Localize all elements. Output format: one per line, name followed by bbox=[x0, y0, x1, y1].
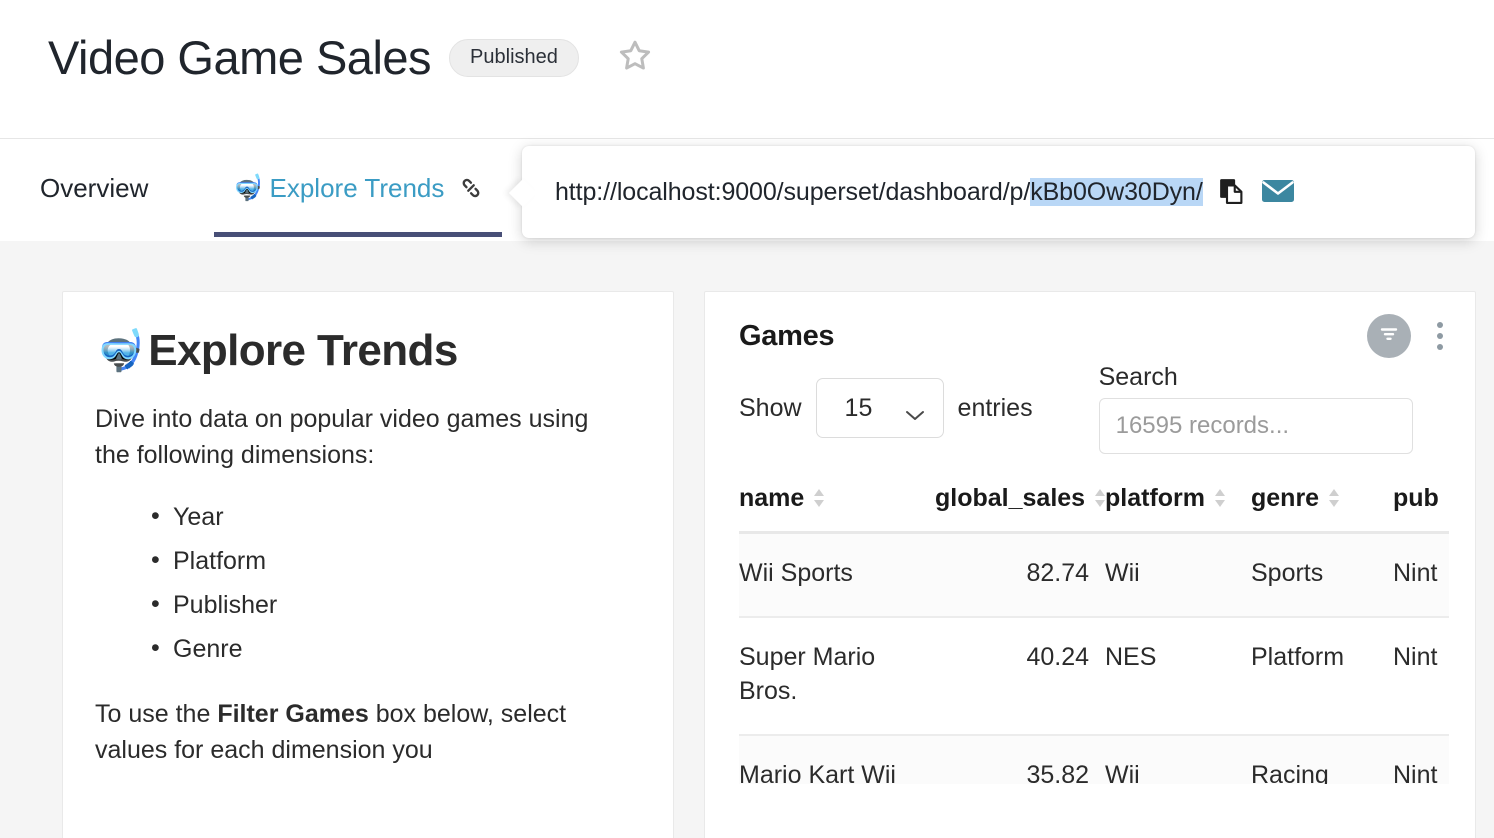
cell-platform: NES bbox=[1105, 616, 1251, 736]
list-item: Platform bbox=[95, 538, 639, 583]
cell-platform: Wii bbox=[1105, 734, 1251, 784]
copy-url-button[interactable] bbox=[1217, 176, 1247, 209]
dimension-list: Year Platform Publisher Genre bbox=[95, 494, 639, 671]
cell-genre: Racing bbox=[1251, 734, 1393, 784]
games-table-scroll[interactable]: name global_sales bbox=[739, 483, 1449, 784]
cell-platform: Wii bbox=[1105, 532, 1251, 618]
table-row[interactable]: Super Mario Bros. 40.24 NES Platform Nin… bbox=[739, 616, 1449, 736]
cell-global-sales: 40.24 bbox=[935, 616, 1105, 736]
cell-global-sales: 82.74 bbox=[935, 532, 1105, 618]
games-table: name global_sales bbox=[739, 483, 1449, 784]
share-url-prefix: http://localhost:9000/superset/dashboard… bbox=[555, 177, 1031, 206]
search-block: Search bbox=[1098, 363, 1413, 454]
entries-select[interactable]: 15 bbox=[815, 378, 944, 438]
title-row: Video Game Sales Published bbox=[48, 32, 657, 84]
column-header-publisher-label: pub bbox=[1393, 483, 1439, 512]
cell-genre: Sports bbox=[1251, 532, 1393, 618]
column-header-global-sales[interactable]: global_sales bbox=[935, 483, 1107, 534]
markdown-outro-bold: Filter Games bbox=[217, 700, 369, 729]
column-header-name-label: name bbox=[739, 483, 805, 512]
markdown-heading: 🤿 Explore Trends bbox=[95, 326, 639, 375]
page-title: Video Game Sales bbox=[48, 31, 432, 84]
sort-icon bbox=[812, 487, 826, 509]
card-header-actions bbox=[1367, 314, 1453, 358]
sort-icon bbox=[1213, 487, 1227, 509]
table-header-row: name global_sales bbox=[739, 483, 1449, 534]
cell-name: Super Mario Bros. bbox=[739, 616, 935, 736]
tab-overview[interactable]: Overview bbox=[22, 139, 166, 237]
share-url-selected: kBb0Ow30Dyn/ bbox=[1030, 177, 1203, 206]
markdown-card: 🤿 Explore Trends Dive into data on popul… bbox=[62, 291, 674, 838]
cell-name: Mario Kart Wii bbox=[739, 734, 935, 784]
cell-genre: Platform bbox=[1251, 616, 1393, 736]
share-url-text[interactable]: http://localhost:9000/superset/dashboard… bbox=[555, 177, 1203, 207]
table-row[interactable]: Wii Sports 82.74 Wii Sports Nint bbox=[739, 532, 1449, 618]
list-item: Year bbox=[95, 494, 639, 539]
list-item: Publisher bbox=[95, 582, 639, 627]
markdown-intro: Dive into data on popular video games us… bbox=[95, 405, 589, 469]
tab-explore-trends-label: Explore Trends bbox=[269, 172, 445, 203]
filter-indicator-button[interactable] bbox=[1367, 314, 1411, 358]
games-table-body: Wii Sports 82.74 Wii Sports Nint Super M… bbox=[739, 532, 1449, 784]
search-label: Search bbox=[1098, 363, 1178, 391]
games-table-card: Games Show bbox=[704, 291, 1476, 838]
copy-icon bbox=[1217, 176, 1247, 209]
column-header-genre-label: genre bbox=[1251, 483, 1320, 512]
dashboard-header: Video Game Sales Published bbox=[0, 0, 1494, 139]
cell-global-sales: 35.82 bbox=[935, 734, 1105, 784]
kebab-menu-icon[interactable] bbox=[1427, 314, 1453, 358]
diving-mask-icon: 🤿 bbox=[95, 329, 145, 374]
share-url-popover: http://localhost:9000/superset/dashboard… bbox=[522, 146, 1475, 238]
table-controls: Show 15 entries Search bbox=[705, 354, 1475, 454]
email-icon bbox=[1261, 177, 1295, 208]
markdown-outro: To use the Filter Games box below, selec… bbox=[95, 697, 625, 768]
star-outline-icon bbox=[616, 37, 654, 78]
cell-name: Wii Sports bbox=[739, 532, 935, 618]
tab-overview-label: Overview bbox=[40, 172, 149, 203]
status-badge: Published bbox=[449, 38, 579, 77]
diving-mask-icon: 🤿 bbox=[232, 173, 264, 202]
link-icon[interactable] bbox=[458, 175, 484, 201]
sort-icon bbox=[1327, 487, 1341, 509]
show-entries-control: Show 15 entries bbox=[739, 378, 1033, 438]
entries-label: entries bbox=[957, 393, 1033, 422]
search-input[interactable] bbox=[1098, 397, 1413, 454]
list-item: Genre bbox=[95, 626, 639, 671]
dashboard-body: 🤿 Explore Trends Dive into data on popul… bbox=[0, 241, 1494, 838]
games-card-header: Games bbox=[705, 292, 1475, 358]
tab-explore-trends[interactable]: 🤿 Explore Trends bbox=[214, 139, 503, 237]
entries-select-wrap: 15 bbox=[815, 378, 944, 438]
column-header-global-sales-label: global_sales bbox=[935, 483, 1086, 512]
cell-publisher: Nint bbox=[1393, 532, 1449, 618]
favorite-star-button[interactable] bbox=[613, 36, 657, 80]
filter-icon bbox=[1377, 322, 1401, 351]
column-header-publisher[interactable]: pub bbox=[1393, 483, 1449, 534]
markdown-outro-before: To use the bbox=[95, 700, 218, 729]
games-table-head: name global_sales bbox=[739, 483, 1449, 534]
column-header-genre[interactable]: genre bbox=[1251, 483, 1393, 534]
column-header-platform-label: platform bbox=[1105, 483, 1205, 512]
chart-title: Games bbox=[739, 320, 835, 352]
column-header-name[interactable]: name bbox=[739, 483, 935, 534]
sort-icon bbox=[1093, 487, 1107, 509]
email-url-button[interactable] bbox=[1261, 177, 1295, 208]
column-header-platform[interactable]: platform bbox=[1105, 483, 1251, 534]
cell-publisher: Nint bbox=[1393, 734, 1449, 784]
markdown-heading-text: Explore Trends bbox=[148, 326, 458, 375]
show-label: Show bbox=[739, 393, 802, 422]
markdown-outro-after: box below, select values for each dimens… bbox=[95, 700, 567, 764]
cell-publisher: Nint bbox=[1393, 616, 1449, 736]
table-row[interactable]: Mario Kart Wii 35.82 Wii Racing Nint bbox=[739, 734, 1449, 784]
